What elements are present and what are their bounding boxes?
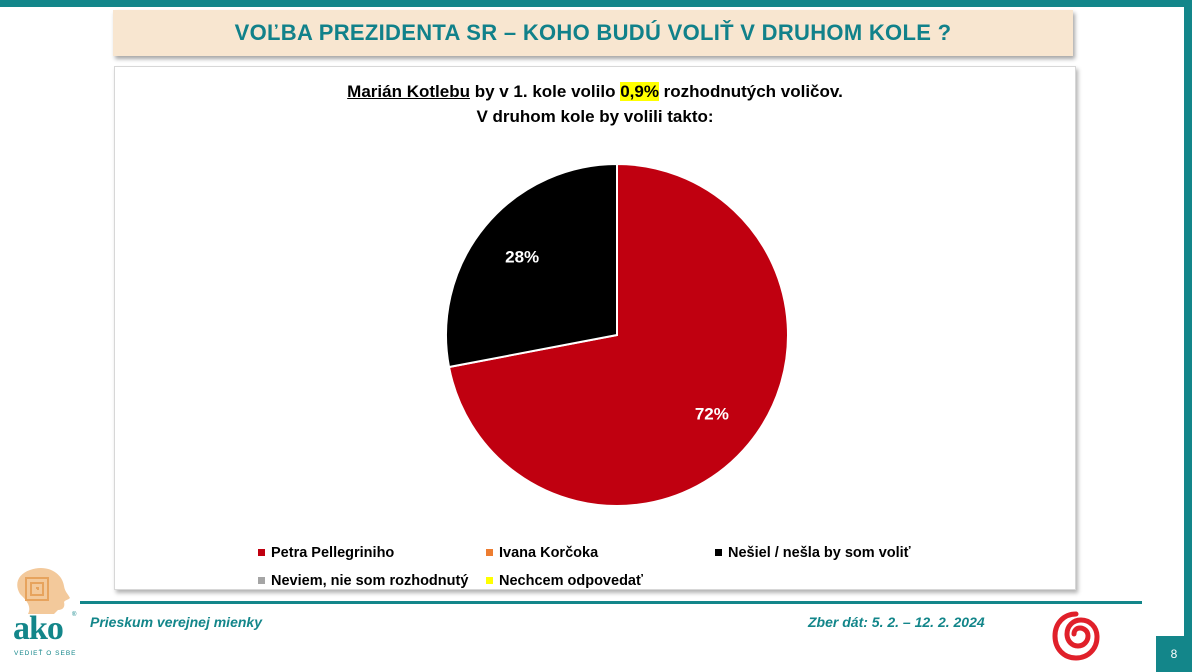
subtitle-part2: rozhodnutých voličov.	[658, 82, 843, 101]
legend-item-korcok: Ivana Korčoka	[486, 545, 598, 561]
top-frame-bar	[0, 0, 1192, 7]
legend-item-nechcem: Nechcem odpovedať	[486, 573, 643, 589]
legend-item-neviem: Neviem, nie som rozhodnutý	[258, 573, 468, 589]
subtitle-line2: V druhom kole by volili takto:	[476, 107, 714, 126]
pie-slice-2	[445, 162, 618, 369]
ako-logo-reg: ®	[72, 612, 77, 618]
legend-swatch-neviem	[258, 576, 265, 584]
pie-label-0: 72%	[695, 404, 729, 423]
footer-survey-label: Prieskum verejnej mienky	[90, 614, 262, 630]
chart-panel: Marián Kotlebu by v 1. kole volilo 0,9% …	[114, 66, 1076, 590]
ako-head-icon	[17, 567, 70, 614]
legend-label-pellegrini: Petra Pellegriniho	[271, 545, 395, 561]
title-banner: VOĽBA PREZIDENTA SR – KOHO BUDÚ VOLIŤ V …	[113, 10, 1073, 56]
footer-divider	[80, 601, 1142, 604]
legend-item-pellegrini: Petra Pellegriniho	[258, 545, 394, 561]
pie-label-2: 28%	[505, 248, 539, 267]
ako-logo-tagline: VEDIEŤ O SEBE	[14, 650, 77, 657]
legend-label-neviem: Neviem, nie som rozhodnutý	[271, 573, 469, 589]
pie-slice-0	[447, 162, 789, 507]
legend-label-korcok: Ivana Korčoka	[499, 545, 599, 561]
right-frame-bar	[1184, 0, 1192, 672]
legend-swatch-pellegrini	[258, 548, 265, 556]
legend-label-nechcem: Nechcem odpovedať	[499, 573, 643, 589]
legend-item-nevolit: Nešiel / nešla by som voliť	[715, 545, 911, 561]
swirl-logo-icon	[1052, 611, 1100, 661]
subtitle-highlight: 0,9%	[620, 82, 659, 101]
subtitle-part1: by v 1. kole volilo	[469, 82, 621, 101]
page-number: 8	[1156, 636, 1192, 672]
footer-date-range: Zber dát: 5. 2. – 12. 2. 2024	[808, 614, 985, 630]
legend-swatch-korcok	[486, 548, 493, 556]
subtitle-name: Marián Kotlebu	[347, 82, 470, 101]
ako-logo: ako ® VEDIEŤ O SEBE	[10, 566, 80, 666]
slide-title: VOĽBA PREZIDENTA SR – KOHO BUDÚ VOLIŤ V …	[234, 20, 952, 45]
legend-label-nevolit: Nešiel / nešla by som voliť	[728, 545, 911, 561]
legend-swatch-nechcem	[486, 576, 493, 584]
pie-chart: 72% 28%	[445, 162, 789, 507]
chart-subtitle: Marián Kotlebu by v 1. kole volilo 0,9% …	[115, 79, 1075, 129]
ako-logo-text: ako	[13, 610, 64, 647]
legend-swatch-nevolit	[715, 548, 722, 556]
